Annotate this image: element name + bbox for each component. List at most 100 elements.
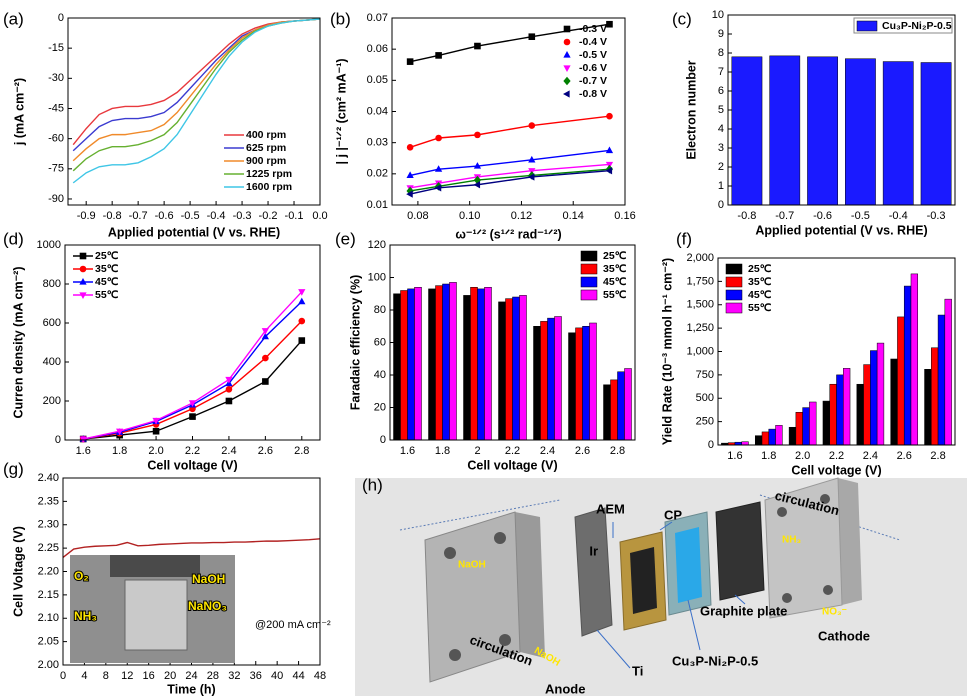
x-tick-label: 20: [164, 670, 176, 682]
bar: [762, 432, 769, 445]
bar: [809, 402, 816, 445]
inset-photo-top: [110, 555, 200, 577]
y-tick-label: 0.05: [367, 74, 388, 86]
bar: [830, 384, 837, 445]
legend-swatch: [581, 264, 597, 274]
bar: [401, 291, 408, 441]
x-tick-label: 2.2: [505, 445, 520, 457]
legend-swatch: [581, 251, 597, 261]
y-tick-label: 800: [43, 278, 61, 290]
y-axis-title: Yield Rate (10⁻³ mmol h⁻¹ cm⁻²): [660, 258, 674, 445]
bar: [883, 62, 913, 205]
x-tick-label: 1.8: [435, 445, 450, 457]
bar: [471, 287, 478, 440]
series-line: [63, 539, 320, 558]
y-tick-label: 2.05: [38, 636, 59, 648]
y-tick-label: 3: [718, 142, 724, 154]
y-tick-label: 20: [374, 401, 386, 413]
x-tick-label: 2.4: [221, 445, 236, 457]
bar: [843, 368, 850, 445]
graphite-plate: [716, 502, 764, 600]
y-tick-label: 100: [368, 271, 386, 283]
series-line: [83, 321, 302, 439]
x-tick-label: 2.6: [897, 450, 912, 462]
y-tick-label: 400: [43, 356, 61, 368]
x-tick-label: 0: [60, 670, 66, 682]
x-tick-label: 1.6: [727, 450, 742, 462]
x-tick-label: 8: [103, 670, 109, 682]
y-tick-label: 250: [696, 416, 714, 428]
marker: [606, 146, 613, 153]
y-tick-label: 0: [718, 199, 724, 211]
bar: [789, 427, 796, 445]
legend-label: 25℃: [748, 263, 772, 275]
x-tick-label: -0.7: [129, 210, 148, 222]
inset-label: NaNO₃: [188, 599, 227, 613]
marker: [80, 266, 87, 273]
y-tick-label: 2.35: [38, 495, 59, 507]
legend-label: 400 rpm: [246, 129, 286, 141]
bar: [506, 299, 513, 440]
bar: [611, 380, 618, 440]
series-line: [410, 116, 609, 147]
legend-label: 35℃: [95, 263, 119, 275]
marker: [435, 135, 442, 142]
marker: [474, 132, 481, 139]
inset-label: NH₃: [74, 609, 97, 623]
panel-label: (d): [3, 229, 24, 248]
marker: [606, 21, 613, 28]
bar: [921, 63, 951, 206]
y-tick-label: 9: [718, 28, 724, 40]
bar: [520, 295, 527, 440]
x-tick-label: 0.16: [614, 210, 635, 222]
ir-electrode-center: [630, 547, 657, 614]
x-tick-label: 2.8: [294, 445, 309, 457]
x-tick-label: 2.0: [795, 450, 810, 462]
x-tick-label: 2.0: [148, 445, 163, 457]
ir-label: Ir: [589, 543, 598, 558]
cp-label: CP: [664, 507, 682, 522]
legend-label: 1225 rpm: [246, 168, 292, 180]
marker: [80, 253, 87, 260]
x-tick-label: -0.6: [813, 210, 832, 222]
x-tick-label: 16: [143, 670, 155, 682]
y-tick-label: 4: [718, 123, 724, 135]
bar: [796, 412, 803, 445]
bar: [931, 348, 938, 445]
legend-label: -0.8 V: [579, 88, 607, 100]
y-tick-label: 0.02: [367, 168, 388, 180]
x-tick-label: 0.12: [511, 210, 532, 222]
marker: [435, 52, 442, 59]
x-tick-label: 12: [121, 670, 133, 682]
panel-label: (f): [676, 229, 692, 248]
bar: [891, 359, 898, 445]
marker: [407, 58, 414, 65]
y-tick-label: 120: [368, 239, 386, 251]
panel-label: (e): [335, 229, 356, 248]
y-tick-label: 1,250: [686, 322, 714, 334]
x-tick-label: 1.8: [112, 445, 127, 457]
legend-label: -0.5 V: [579, 49, 607, 61]
bar: [548, 318, 555, 440]
no3-label: NO₃⁻: [822, 607, 847, 618]
x-tick-label: 40: [271, 670, 283, 682]
bar: [555, 317, 562, 441]
y-tick-label: 0.01: [367, 199, 388, 211]
x-tick-label: -0.7: [775, 210, 794, 222]
bar: [803, 408, 810, 445]
y-axis-title: Electron number: [684, 60, 698, 159]
legend-label: 35℃: [603, 263, 627, 275]
x-tick-label: -0.8: [103, 210, 122, 222]
bar: [618, 372, 625, 440]
x-tick-label: 2.6: [575, 445, 590, 457]
x-tick-label: 24: [185, 670, 197, 682]
legend-swatch: [726, 264, 742, 274]
x-tick-label: -0.8: [737, 210, 756, 222]
y-tick-label: 40: [374, 369, 386, 381]
x-axis-title: Time (h): [167, 682, 215, 696]
bar: [925, 369, 932, 445]
bar: [769, 429, 776, 445]
bar: [485, 287, 492, 440]
bar: [770, 56, 800, 205]
y-tick-label: 0.04: [367, 105, 388, 117]
